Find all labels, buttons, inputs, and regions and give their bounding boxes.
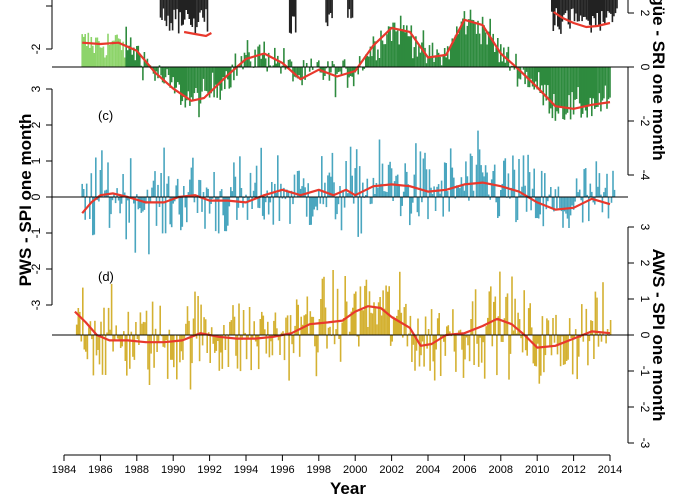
panel-top-smooth-line-b [552, 11, 611, 29]
panel-b-right-tick-label: -4 [638, 170, 652, 181]
panel-d-smooth-line [74, 305, 611, 349]
panel-b-right-tick-label: 0 [638, 64, 652, 71]
panel-top-smooth-line-a [183, 30, 212, 38]
panel-d-right-tick-label: -1 [638, 366, 652, 377]
x-tick-label: 1996 [270, 464, 294, 476]
top-right-tick-label: 2 [638, 10, 652, 17]
x-tick-label: 2010 [525, 464, 549, 476]
panel-c-smooth-line [81, 181, 611, 214]
x-tick-label: 1984 [52, 464, 76, 476]
panel-b-smooth-line [82, 18, 611, 110]
panel-d-right-tick-label: 1 [638, 296, 652, 303]
panel-c-left-tick-label: 0 [29, 193, 43, 200]
x-tick-label: 1988 [125, 464, 149, 476]
panel-d-tag: (d) [98, 269, 114, 284]
bars-layer [75, 0, 618, 390]
x-tick-label: 1990 [161, 464, 185, 476]
panel-c-left-tick-label: -1 [29, 227, 43, 238]
x-tick-label: 1986 [88, 464, 112, 476]
x-tick-label: 1994 [234, 464, 258, 476]
panel-d-right-tick-label: -3 [638, 438, 652, 449]
x-tick-label: 1992 [197, 464, 221, 476]
x-tick-label: 2002 [379, 464, 403, 476]
x-tick-label: 1998 [307, 464, 331, 476]
x-tick-label: 2004 [416, 464, 440, 476]
panel-b-right-tick-label: -2 [638, 116, 652, 127]
axes-layer: -2 2 0 -2 -4 3 2 1 0 -1 -2 -3 3 2 1 0 -1 -2 -3 1984 1986 1988… [29, 0, 652, 476]
x-tick-label: 2000 [343, 464, 367, 476]
panel-d-right-tick-label: -2 [638, 402, 652, 413]
right-top-y-axis-label: argüe - SRI one month [649, 0, 668, 161]
panel-c-left-tick-label: 1 [29, 157, 43, 164]
x-tick-label: 2014 [598, 464, 622, 476]
right-bottom-y-axis-label: AWS - SPI one month [649, 249, 668, 422]
smoothed-lines-layer [74, 11, 611, 349]
x-axis-label: Year [330, 479, 366, 498]
panel-d-right-tick-label: 3 [638, 224, 652, 231]
panel-c-left-tick-label: -3 [29, 299, 43, 310]
panel-c-left-tick-label: 3 [29, 85, 43, 92]
panel-d-right-tick-label: 2 [638, 260, 652, 267]
x-tick-label: 2006 [452, 464, 476, 476]
left-y-axis-label: PWS - SPI one month [16, 114, 35, 287]
panel-d-right-tick-label: 0 [638, 332, 652, 339]
panel-c-left-tick-label: -2 [29, 263, 43, 274]
panel-c-tag: (c) [98, 108, 113, 123]
top-left-tick-label: -2 [29, 43, 43, 54]
x-tick-label: 2012 [561, 464, 585, 476]
panel-c-left-tick-label: 2 [29, 121, 43, 128]
x-tick-label: 2008 [489, 464, 513, 476]
